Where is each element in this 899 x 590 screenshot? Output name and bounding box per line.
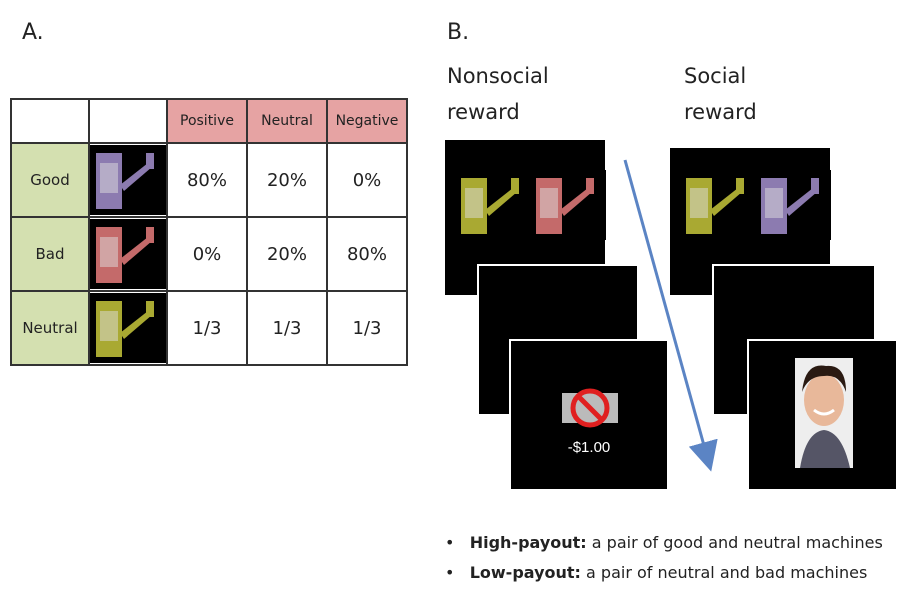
bullet-text: a pair of good and neutral machines — [592, 533, 883, 552]
bullet: • High-payout: a pair of good and neutra… — [445, 533, 883, 552]
screens: -$1.00 — [0, 0, 899, 590]
machine-icon — [755, 170, 831, 240]
bullet: • Low-payout: a pair of neutral and bad … — [445, 563, 867, 582]
face — [804, 374, 844, 426]
bullet-term: Low-payout: — [470, 563, 581, 582]
feedback-text: -$1.00 — [568, 439, 611, 456]
bullet-term: High-payout: — [470, 533, 587, 552]
machine-icon — [455, 170, 531, 240]
machine-icon — [530, 170, 606, 240]
machine-icon — [680, 170, 756, 240]
page: A. B. Positive Neutral Negative Good 80%… — [0, 0, 899, 590]
bullet-text: a pair of neutral and bad machines — [586, 563, 867, 582]
